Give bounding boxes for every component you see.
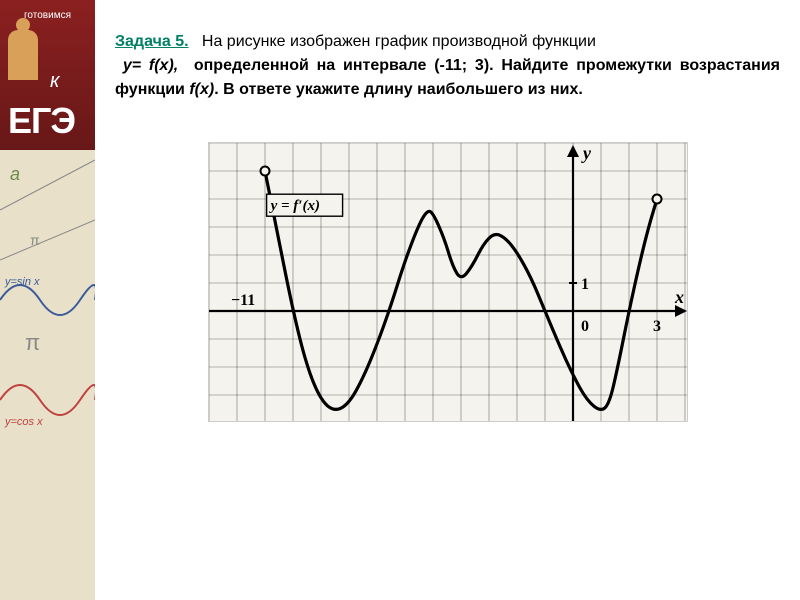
problem-text-3: . В ответе укажите длину наибольшего из …	[214, 81, 583, 98]
svg-text:−11: −11	[231, 292, 255, 309]
sidebar-ege-label: ЕГЭ	[8, 100, 75, 142]
problem-fx: f(x)	[189, 81, 214, 98]
content-area: Задача 5. На рисунке изображен график пр…	[95, 0, 800, 600]
svg-text:x: x	[674, 287, 684, 307]
person-icon	[8, 30, 38, 80]
svg-text:π: π	[25, 330, 40, 355]
svg-text:1: 1	[581, 276, 589, 293]
svg-text:y = f′(x): y = f′(x)	[268, 198, 319, 214]
problem-text-1: На рисунке изображен график производной …	[202, 33, 596, 50]
problem-title: Задача 5.	[115, 33, 189, 50]
problem-formula: y= f(x),	[123, 57, 178, 74]
sidebar: готовимся к ЕГЭ a π y=sin x y=cos x π	[0, 0, 95, 600]
svg-text:3: 3	[653, 318, 661, 335]
svg-text:a: a	[10, 164, 20, 184]
svg-text:π: π	[30, 232, 40, 248]
svg-text:y: y	[581, 143, 592, 163]
sidebar-math-bg: a π y=sin x y=cos x π	[0, 150, 95, 600]
sidebar-k: к	[50, 70, 59, 93]
derivative-chart: y = f′(x) x y 1 −11 0 3	[208, 142, 688, 422]
svg-text:0: 0	[581, 318, 589, 335]
sidebar-math-svg: a π y=sin x y=cos x π	[0, 150, 95, 600]
chart-container: y = f′(x) x y 1 −11 0 3	[115, 142, 780, 422]
svg-text:y=cos x: y=cos x	[4, 416, 43, 428]
svg-text:y=sin x: y=sin x	[4, 276, 40, 288]
problem-statement: Задача 5. На рисунке изображен график пр…	[115, 30, 780, 102]
